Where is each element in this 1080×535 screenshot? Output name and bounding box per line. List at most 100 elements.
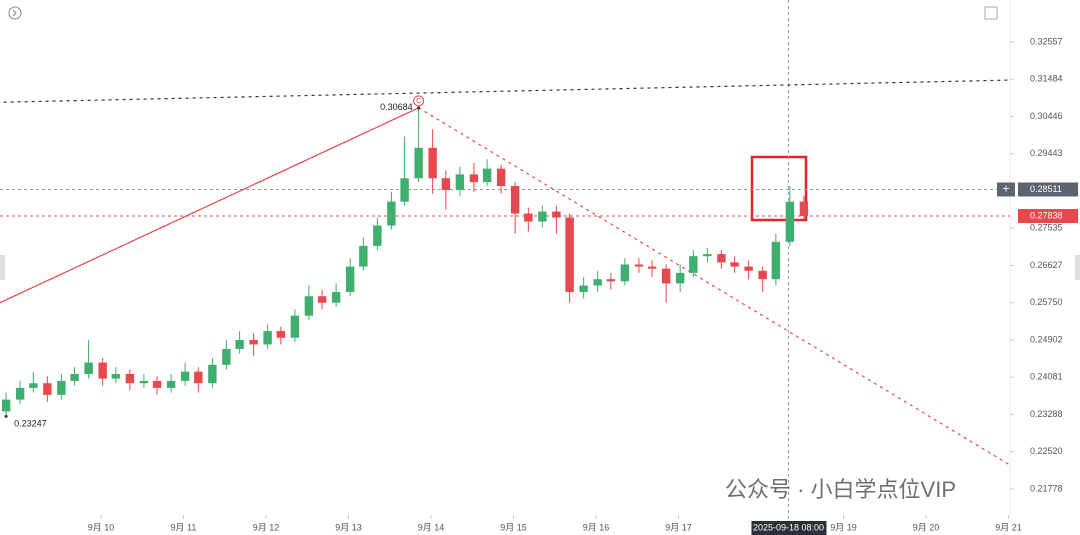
candle-body (510, 186, 520, 214)
x-tick-label: 9月 17 (665, 522, 692, 532)
candle-body (84, 362, 93, 374)
y-tick-label: 0.25750 (1030, 297, 1063, 307)
candle-body (689, 256, 698, 273)
y-tick-label: 0.27535 (1030, 223, 1063, 233)
candle-body (373, 225, 382, 246)
x-tick-label: 9月 21 (995, 522, 1022, 532)
candle-body (703, 254, 712, 257)
candle-body (744, 266, 753, 271)
y-tick-label: 0.32557 (1030, 36, 1063, 46)
candle-body (482, 168, 492, 183)
trendline (418, 107, 1011, 466)
price-tag-label: 0.28511 (1030, 184, 1062, 194)
candle-body (345, 266, 355, 292)
candle-body (579, 285, 588, 292)
candle-body (661, 268, 671, 284)
x-tick-label: 9月 14 (418, 522, 445, 532)
candle-body (111, 373, 121, 379)
x-tick-label: 9月 15 (500, 522, 527, 532)
candle-body (331, 291, 341, 303)
candle-body (675, 272, 685, 284)
candle-body (1, 399, 11, 412)
x-tick-label: 9月 13 (335, 522, 362, 532)
candle-body (222, 348, 231, 365)
candle-body (414, 147, 423, 179)
trendline (0, 107, 419, 304)
candle-body (620, 264, 630, 282)
candle-body (455, 174, 465, 190)
candle-body (428, 147, 437, 179)
x-tick-label: 9月 12 (253, 522, 280, 532)
candle-body (441, 178, 451, 190)
candle-body (400, 178, 409, 202)
candle-body (771, 241, 781, 280)
candle-body (194, 371, 203, 384)
candle-body (57, 380, 66, 395)
candle-body (166, 380, 176, 388)
add-button[interactable] (997, 182, 1015, 197)
candle-body (304, 296, 314, 316)
right-handle[interactable] (1075, 255, 1080, 280)
x-tick-label: 9月 20 (913, 522, 940, 532)
annotation-label: 0.23247 (14, 419, 47, 429)
last-price-tag (1018, 209, 1078, 224)
candle-body (785, 201, 795, 242)
candle-body (538, 211, 547, 222)
annotation-point (4, 414, 8, 418)
y-tick-label: 0.29443 (1030, 148, 1063, 158)
candle-body (565, 217, 574, 292)
candle-body (799, 201, 809, 216)
candle-body (249, 339, 258, 345)
date-tag (751, 521, 827, 535)
candle-body (15, 387, 25, 400)
price-tag (1018, 182, 1078, 197)
last-price-label: 0.27838 (1030, 210, 1063, 220)
candle-body (593, 279, 602, 286)
candle-body (496, 168, 506, 187)
candle-body (235, 339, 244, 349)
candle-body (634, 264, 644, 267)
x-tick-label: 9月 19 (830, 522, 857, 532)
candle-body (717, 254, 726, 263)
left-handle[interactable] (0, 255, 5, 280)
candle-body (647, 266, 657, 269)
candle-body (552, 211, 561, 218)
y-tick-label: 0.31484 (1030, 74, 1063, 84)
candle-body (290, 315, 300, 338)
highlight-box (750, 155, 808, 222)
date-tag-label: 2025-09-18 08:00 (753, 522, 824, 532)
x-tick-label: 9月 11 (171, 522, 197, 532)
annotation-label: 0.30684 (380, 102, 413, 112)
candle-body (730, 262, 739, 267)
candle-body (180, 371, 190, 381)
watermark: 公众号 · 小白学点位VIP (725, 477, 956, 502)
y-tick-label: 0.30446 (1030, 111, 1063, 121)
fullscreen-button[interactable] (984, 6, 998, 20)
x-tick-label: 9月 10 (88, 522, 115, 532)
candle-body (29, 383, 38, 388)
candle-body (276, 331, 286, 338)
add-icon: + (1002, 182, 1009, 196)
candle-body (524, 213, 533, 222)
menu-button[interactable] (8, 6, 22, 20)
candle-body (263, 331, 272, 345)
y-tick-label: 0.24902 (1030, 334, 1063, 344)
candle-body (469, 174, 479, 183)
y-tick-label: 0.21778 (1030, 483, 1063, 493)
wave-marker (413, 95, 425, 107)
candle-body (43, 383, 52, 395)
candle-body (606, 279, 616, 282)
candle-body (208, 364, 217, 384)
candle-body (317, 296, 327, 303)
y-tick-label: 0.26627 (1030, 260, 1063, 270)
wave-label: C (416, 98, 421, 105)
y-tick-label: 0.22520 (1030, 446, 1063, 456)
candle-body (152, 380, 162, 388)
y-tick-label: 0.24081 (1030, 372, 1063, 382)
candle-body (139, 380, 149, 384)
y-tick-label: 0.23288 (1030, 409, 1063, 419)
menu-icon (12, 9, 17, 17)
annotation-point (417, 106, 421, 110)
